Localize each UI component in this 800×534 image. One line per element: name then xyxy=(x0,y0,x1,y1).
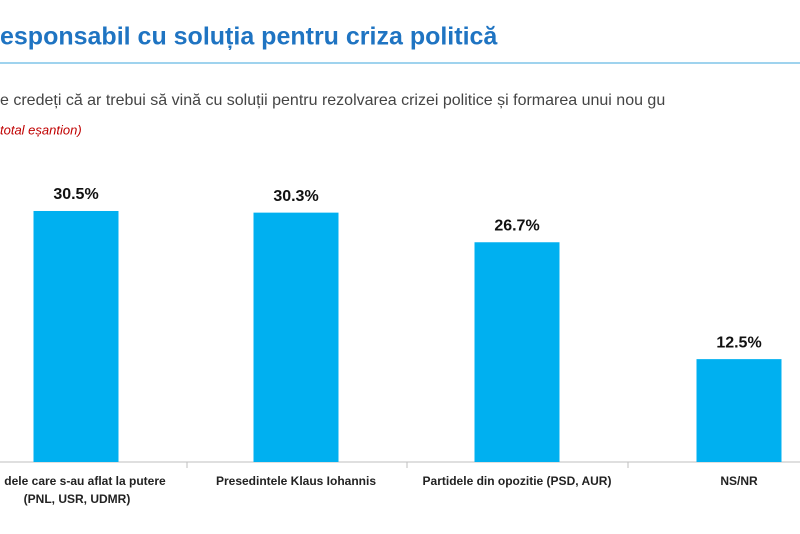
chart-subtitle: e credeți că ar trebui să vină cu soluți… xyxy=(0,92,665,109)
value-label: 26.7% xyxy=(494,217,539,234)
value-label: 12.5% xyxy=(716,334,761,351)
x-tick-label: NS/NR xyxy=(720,474,758,488)
note: total eșantion) xyxy=(0,122,82,137)
x-tick-label: Partidele din opozitie (PSD, AUR) xyxy=(423,474,612,488)
value-label: 30.3% xyxy=(273,188,318,205)
bar xyxy=(33,210,119,462)
x-tick-label: Presedintele Klaus Iohannis xyxy=(216,474,376,488)
bar xyxy=(253,212,339,462)
value-label: 30.5% xyxy=(53,186,98,203)
bar xyxy=(474,242,560,462)
chart-title: esponsabil cu soluția pentru criza polit… xyxy=(0,23,498,51)
x-tick-label: (PNL, USR, UDMR) xyxy=(24,492,131,506)
bar xyxy=(696,359,782,462)
x-tick-label: dele care s-au aflat la putere xyxy=(4,474,166,488)
